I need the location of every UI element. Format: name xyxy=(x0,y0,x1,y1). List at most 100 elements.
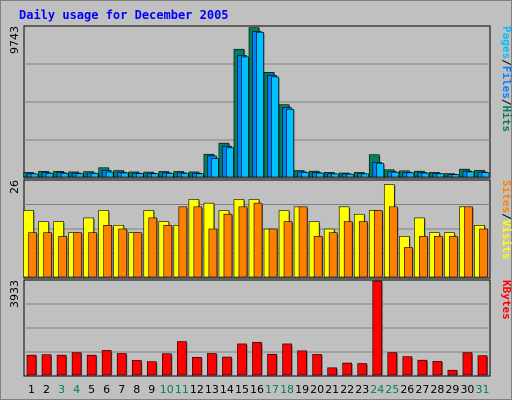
x-label-day: 4 xyxy=(73,383,80,396)
bar-pages xyxy=(196,173,204,178)
legend: Sites/Visits xyxy=(500,180,512,260)
x-label-day: 20 xyxy=(310,383,324,396)
bar-pages xyxy=(421,172,430,178)
bar-kbytes xyxy=(252,341,262,376)
bar-kbytes xyxy=(387,352,398,376)
legend-entry: Hits xyxy=(500,106,512,133)
x-label-day: 25 xyxy=(385,383,399,396)
x-label-day: 13 xyxy=(205,383,219,396)
bar-pages xyxy=(466,171,475,178)
bar-sites xyxy=(73,232,82,278)
bar-kbytes xyxy=(267,353,277,376)
bar-sites xyxy=(238,206,248,278)
bar-pages xyxy=(120,172,129,178)
x-label-day: 27 xyxy=(415,383,429,396)
bar-pages xyxy=(286,108,294,178)
bar-pages xyxy=(331,173,339,178)
bar-sites xyxy=(43,232,52,278)
bar-kbytes xyxy=(146,361,157,376)
x-label-day: 7 xyxy=(118,383,125,396)
legend-entry: / xyxy=(500,59,512,66)
legend-entry: / xyxy=(500,99,512,106)
bar-sites xyxy=(118,228,128,278)
bar-pages xyxy=(150,173,159,178)
x-label-day: 22 xyxy=(340,383,354,396)
bar-kbytes xyxy=(342,362,352,376)
bar-kbytes xyxy=(312,354,322,376)
x-label-day: 19 xyxy=(295,383,309,396)
bar-sites xyxy=(298,206,308,278)
x-label-day: 14 xyxy=(220,383,234,396)
bar-sites xyxy=(419,236,428,278)
bar-sites xyxy=(133,232,143,278)
bar-pages xyxy=(361,173,370,178)
bar-sites xyxy=(373,210,383,278)
bar-sites xyxy=(148,217,158,278)
bar-kbytes xyxy=(372,280,383,376)
x-label-day: 28 xyxy=(430,383,444,396)
bar-sites xyxy=(479,228,488,278)
x-label-day: 18 xyxy=(280,383,294,396)
bar-kbytes xyxy=(222,356,232,376)
legend-entry: Sites xyxy=(500,180,512,213)
bar-sites xyxy=(193,206,203,278)
bar-pages xyxy=(316,172,324,178)
bar-pages xyxy=(30,173,39,178)
legend-entry: Pages xyxy=(500,26,512,59)
bar-pages xyxy=(181,173,189,178)
bar-sites xyxy=(103,225,112,278)
bar-kbytes xyxy=(402,356,413,376)
x-label-day: 26 xyxy=(400,383,414,396)
bar-kbytes xyxy=(131,360,142,376)
bar-kbytes xyxy=(86,354,97,376)
x-label-day: 12 xyxy=(190,383,204,396)
bar-pages xyxy=(90,173,99,178)
bar-sites xyxy=(313,236,323,278)
bar-kbytes xyxy=(297,350,307,376)
bar-kbytes xyxy=(432,361,443,376)
bar-kbytes xyxy=(237,343,247,376)
bar-kbytes xyxy=(177,341,187,376)
bar-sites xyxy=(434,236,443,278)
bar-pages xyxy=(271,76,279,178)
x-label-day: 2 xyxy=(43,383,50,396)
bar-kbytes xyxy=(71,352,82,376)
x-label-day: 24 xyxy=(370,383,384,396)
bar-kbytes xyxy=(207,353,217,376)
bar-pages xyxy=(481,172,490,178)
bar-pages xyxy=(301,172,309,178)
x-label-day: 29 xyxy=(445,383,459,396)
bar-sites xyxy=(268,228,278,278)
bar-sites xyxy=(208,228,218,278)
bar-pages xyxy=(105,171,114,178)
chart-title: Daily usage for December 2005 xyxy=(19,8,229,22)
x-axis-day-labels: 1 2 3 4 5 6 7 8 9 10 11 12 13 14 15 16 17 18 19 20 21 22 23 24 2… xyxy=(28,383,489,396)
x-label-day: 9 xyxy=(148,383,155,396)
x-label-day: 15 xyxy=(235,383,249,396)
bar-sites xyxy=(328,232,338,278)
y-max-label: 9743 xyxy=(8,26,21,54)
y-max-label: 3933 xyxy=(8,280,21,308)
bar-sites xyxy=(178,206,188,278)
bar-pages xyxy=(436,173,445,178)
bar-sites xyxy=(464,206,473,278)
bar-kbytes xyxy=(417,359,428,376)
bar-kbytes xyxy=(56,354,67,376)
bar-pages xyxy=(241,56,249,178)
bar-pages xyxy=(211,158,219,178)
x-label-day: 8 xyxy=(133,383,140,396)
bar-sites xyxy=(163,225,173,278)
legend-entry: Visits xyxy=(500,220,512,260)
x-label-day: 17 xyxy=(265,383,279,396)
bar-kbytes xyxy=(477,355,488,376)
bar-sites xyxy=(404,247,413,278)
x-label-day: 30 xyxy=(460,383,474,396)
bar-sites xyxy=(28,232,37,278)
y-max-label: 26 xyxy=(8,180,21,194)
bar-kbytes xyxy=(447,369,458,376)
bar-pages xyxy=(346,173,354,178)
legend: Pages/Files/Hits xyxy=(500,26,512,132)
legend: KBytes xyxy=(500,280,512,320)
